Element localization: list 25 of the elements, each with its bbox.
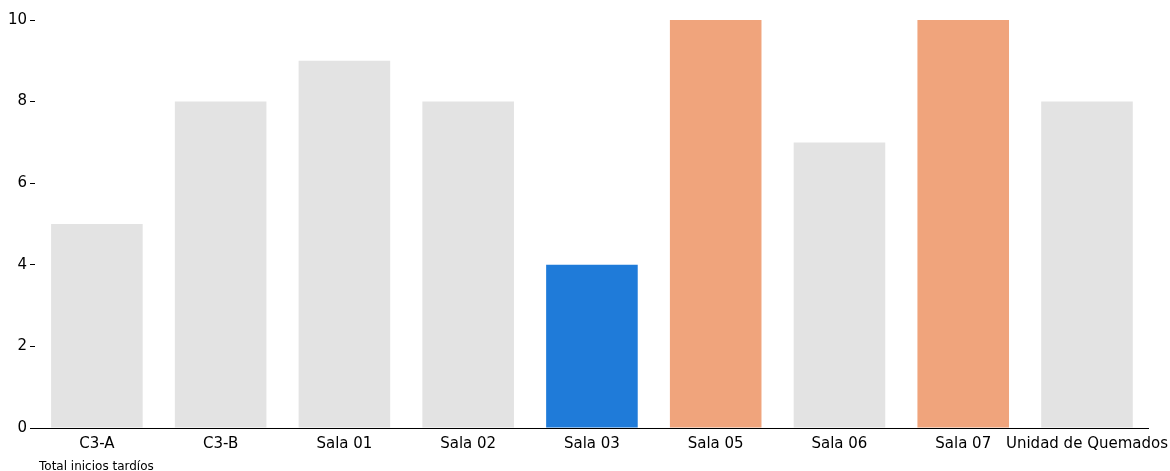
x-tick-label: Sala 02: [440, 433, 497, 452]
y-tick-label: 6: [17, 173, 27, 192]
bar: [917, 20, 1010, 428]
x-tick-label: C3-B: [203, 433, 239, 452]
bar: [669, 20, 762, 428]
x-tick-label: C3-A: [79, 433, 116, 452]
x-tick-label: Sala 01: [316, 433, 373, 452]
x-tick-label: Sala 05: [687, 433, 744, 452]
y-tick-label: 2: [17, 336, 27, 355]
bar: [298, 60, 391, 428]
bar: [51, 224, 143, 428]
bar: [1041, 101, 1133, 428]
x-tick-label: Unidad de Quemados: [1005, 433, 1169, 452]
y-tick-label: 10: [7, 9, 27, 28]
bar: [422, 101, 514, 428]
y-tick-label: 4: [17, 254, 27, 273]
y-tick-label: 8: [17, 91, 27, 110]
x-tick-label: Sala 07: [935, 433, 992, 452]
x-tick-label: Sala 03: [563, 433, 620, 452]
bar: [174, 101, 267, 428]
y-tick-label: 0: [17, 417, 27, 436]
bar: [546, 264, 638, 428]
x-tick-label: Sala 06: [811, 433, 868, 452]
x-axis-title: Total inicios tardíos: [38, 459, 154, 471]
bar: [793, 142, 886, 428]
